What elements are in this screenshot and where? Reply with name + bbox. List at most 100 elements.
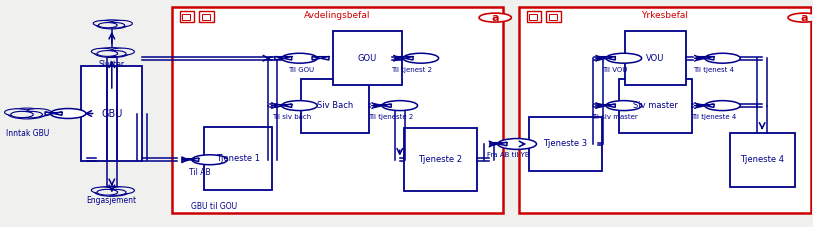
Circle shape bbox=[7, 108, 46, 119]
Polygon shape bbox=[606, 57, 615, 60]
Polygon shape bbox=[706, 57, 714, 60]
Polygon shape bbox=[182, 158, 190, 161]
Polygon shape bbox=[46, 112, 54, 115]
Circle shape bbox=[109, 187, 134, 194]
Polygon shape bbox=[283, 57, 292, 60]
Circle shape bbox=[109, 48, 134, 55]
Text: Tjeneste 2: Tjeneste 2 bbox=[418, 155, 463, 164]
Text: a: a bbox=[801, 13, 808, 23]
Circle shape bbox=[50, 109, 86, 118]
Polygon shape bbox=[706, 104, 714, 107]
Text: Siv Bach: Siv Bach bbox=[317, 101, 353, 110]
Bar bbox=[730, 133, 794, 187]
Text: VOU: VOU bbox=[646, 54, 664, 63]
Circle shape bbox=[11, 111, 33, 118]
Circle shape bbox=[98, 22, 117, 28]
Text: Til tjenest 4: Til tjenest 4 bbox=[693, 67, 734, 73]
Polygon shape bbox=[490, 142, 498, 146]
Polygon shape bbox=[312, 57, 320, 60]
Circle shape bbox=[24, 109, 51, 116]
Text: Siv master: Siv master bbox=[633, 101, 678, 110]
Circle shape bbox=[281, 101, 317, 111]
Polygon shape bbox=[498, 142, 506, 146]
Text: Fra AB til YB: Fra AB til YB bbox=[487, 152, 529, 158]
Polygon shape bbox=[405, 57, 413, 60]
Circle shape bbox=[606, 101, 641, 111]
Circle shape bbox=[105, 51, 126, 57]
Bar bbox=[333, 31, 402, 85]
Bar bbox=[182, 14, 190, 20]
Circle shape bbox=[97, 51, 118, 56]
Polygon shape bbox=[396, 57, 405, 60]
Text: Til GOU: Til GOU bbox=[288, 67, 314, 73]
Circle shape bbox=[606, 53, 641, 63]
Circle shape bbox=[20, 111, 42, 118]
Text: Avdelingsbefal: Avdelingsbefal bbox=[304, 11, 371, 20]
Circle shape bbox=[705, 101, 741, 111]
Circle shape bbox=[705, 53, 741, 63]
Circle shape bbox=[403, 53, 438, 63]
Circle shape bbox=[5, 109, 30, 116]
Bar bbox=[199, 11, 214, 22]
Circle shape bbox=[93, 20, 115, 26]
Circle shape bbox=[281, 53, 317, 63]
Text: Inntak GBU: Inntak GBU bbox=[6, 129, 50, 138]
Circle shape bbox=[788, 13, 813, 22]
Circle shape bbox=[479, 13, 511, 22]
Bar bbox=[81, 66, 142, 161]
Circle shape bbox=[91, 187, 115, 193]
Polygon shape bbox=[190, 158, 198, 161]
Polygon shape bbox=[374, 104, 383, 107]
Text: Til siv master: Til siv master bbox=[592, 114, 638, 120]
Bar bbox=[529, 117, 602, 171]
Text: Engasjement: Engasjement bbox=[87, 196, 137, 205]
Polygon shape bbox=[54, 112, 62, 115]
Polygon shape bbox=[697, 57, 706, 60]
Circle shape bbox=[498, 138, 537, 149]
Text: Yrkesbefal: Yrkesbefal bbox=[641, 11, 688, 20]
Bar bbox=[529, 14, 537, 20]
Bar bbox=[619, 79, 692, 133]
Circle shape bbox=[382, 101, 418, 111]
Circle shape bbox=[94, 186, 129, 196]
Polygon shape bbox=[598, 57, 606, 60]
Bar bbox=[404, 128, 476, 191]
Polygon shape bbox=[697, 104, 706, 107]
Polygon shape bbox=[283, 104, 292, 107]
Text: Tjeneste 4: Tjeneste 4 bbox=[740, 155, 785, 164]
Circle shape bbox=[105, 189, 126, 195]
Polygon shape bbox=[275, 104, 283, 107]
Text: Til siv bach: Til siv bach bbox=[272, 114, 311, 120]
Bar bbox=[202, 14, 210, 20]
Bar bbox=[172, 7, 503, 213]
Text: GOU: GOU bbox=[358, 54, 377, 63]
Bar bbox=[203, 127, 272, 190]
Text: Til tjenest 2: Til tjenest 2 bbox=[391, 67, 433, 73]
Polygon shape bbox=[320, 57, 329, 60]
Circle shape bbox=[96, 20, 128, 29]
Circle shape bbox=[91, 48, 115, 55]
Text: Til tjeneste 2: Til tjeneste 2 bbox=[368, 114, 414, 120]
Circle shape bbox=[94, 48, 129, 58]
Bar bbox=[180, 11, 194, 22]
Bar bbox=[527, 11, 541, 22]
Polygon shape bbox=[606, 104, 615, 107]
Bar bbox=[519, 7, 811, 213]
Text: Tjeneste 3: Tjeneste 3 bbox=[544, 139, 588, 148]
Circle shape bbox=[109, 20, 133, 27]
Text: Tjeneste 1: Tjeneste 1 bbox=[216, 154, 260, 163]
Circle shape bbox=[192, 155, 228, 165]
Text: GBU: GBU bbox=[101, 109, 123, 118]
Bar bbox=[301, 79, 369, 133]
Bar bbox=[625, 31, 685, 85]
Bar bbox=[549, 14, 557, 20]
Circle shape bbox=[106, 22, 124, 28]
Text: a: a bbox=[492, 13, 499, 23]
Polygon shape bbox=[598, 104, 606, 107]
Text: Til AB: Til AB bbox=[189, 168, 211, 177]
Text: Til tjeneste 4: Til tjeneste 4 bbox=[691, 114, 737, 120]
Text: Slutter: Slutter bbox=[99, 60, 125, 69]
Polygon shape bbox=[383, 104, 391, 107]
Text: Til VOU: Til VOU bbox=[602, 67, 628, 73]
Polygon shape bbox=[275, 57, 283, 60]
